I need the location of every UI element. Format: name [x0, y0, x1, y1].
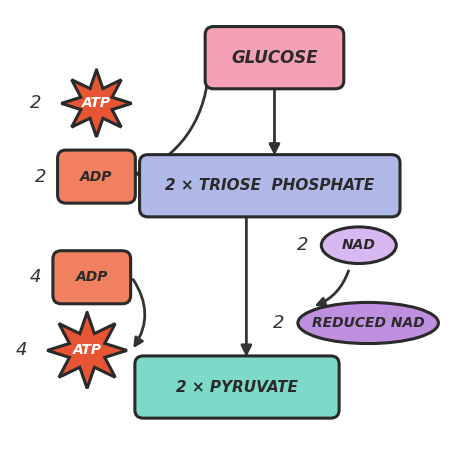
Polygon shape — [61, 70, 132, 137]
Ellipse shape — [298, 302, 438, 344]
FancyBboxPatch shape — [205, 26, 344, 89]
Text: 2 × PYRUVATE: 2 × PYRUVATE — [176, 380, 298, 394]
Text: GLUCOSE: GLUCOSE — [231, 49, 318, 67]
Text: ATP: ATP — [73, 344, 101, 357]
Text: 2: 2 — [35, 168, 46, 186]
Ellipse shape — [321, 227, 396, 263]
FancyBboxPatch shape — [57, 150, 136, 203]
Text: 2 × TRIOSE  PHOSPHATE: 2 × TRIOSE PHOSPHATE — [165, 178, 374, 193]
Text: ADP: ADP — [80, 169, 113, 184]
FancyBboxPatch shape — [53, 250, 131, 304]
Text: ATP: ATP — [82, 96, 111, 110]
FancyBboxPatch shape — [135, 356, 339, 418]
Text: 4: 4 — [30, 268, 41, 286]
Text: REDUCED NAD: REDUCED NAD — [312, 316, 425, 330]
Text: 2: 2 — [297, 236, 308, 254]
Polygon shape — [47, 313, 127, 388]
Text: 4: 4 — [16, 341, 27, 359]
Text: 2: 2 — [273, 314, 285, 332]
Text: ADP: ADP — [75, 270, 108, 284]
Text: NAD: NAD — [342, 238, 376, 252]
FancyBboxPatch shape — [139, 155, 400, 217]
Text: 2: 2 — [30, 94, 41, 113]
